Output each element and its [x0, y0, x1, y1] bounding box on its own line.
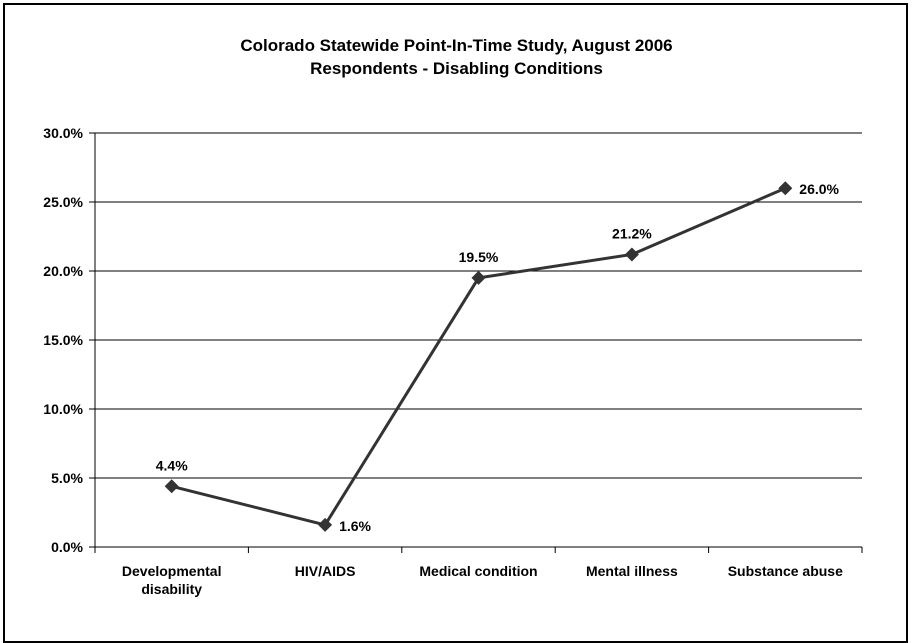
data-labels: 4.4% 1.6% 19.5% 21.2% 26.0%	[156, 181, 840, 534]
chart-subtitle: Respondents - Disabling Conditions	[310, 59, 603, 78]
y-tick-label: 10.0%	[43, 401, 83, 417]
data-point-marker	[318, 517, 333, 532]
data-label: 21.2%	[612, 225, 652, 241]
x-tick-label: Mental illness	[586, 563, 678, 579]
series-line	[171, 186, 786, 527]
chart-title-block: Colorado Statewide Point-In-Time Study, …	[0, 34, 913, 80]
x-tick-label: Developmental disability	[122, 563, 222, 597]
y-tick-label: 25.0%	[43, 194, 83, 210]
data-point-marker	[164, 479, 179, 494]
series-line-group	[164, 181, 793, 532]
x-tick-label: Medical condition	[419, 563, 537, 579]
data-label: 1.6%	[339, 518, 371, 534]
gridlines	[95, 132, 862, 479]
y-tick-label: 0.0%	[51, 539, 83, 555]
data-point-marker	[471, 270, 486, 285]
line-chart: 0.0% 5.0% 10.0% 15.0% 20.0% 25.0% 30.0% Develo…	[43, 125, 863, 597]
data-label: 4.4%	[156, 457, 188, 473]
y-tick-label: 5.0%	[51, 470, 83, 486]
x-tick-label: HIV/AIDS	[295, 563, 356, 579]
y-tick-label: 20.0%	[43, 263, 83, 279]
chart-title: Colorado Statewide Point-In-Time Study, …	[240, 36, 673, 55]
data-label: 19.5%	[459, 249, 499, 265]
y-tick-label: 15.0%	[43, 332, 83, 348]
data-point-marker	[778, 181, 793, 196]
x-axis-ticks: Developmental disability HIV/AIDS Medical c…	[94, 547, 863, 597]
y-tick-label: 30.0%	[43, 125, 83, 141]
y-axis-ticks: 0.0% 5.0% 10.0% 15.0% 20.0% 25.0% 30.0%	[43, 125, 95, 555]
data-point-marker	[624, 247, 639, 262]
data-label: 26.0%	[799, 181, 839, 197]
x-tick-label: Substance abuse	[728, 563, 843, 579]
